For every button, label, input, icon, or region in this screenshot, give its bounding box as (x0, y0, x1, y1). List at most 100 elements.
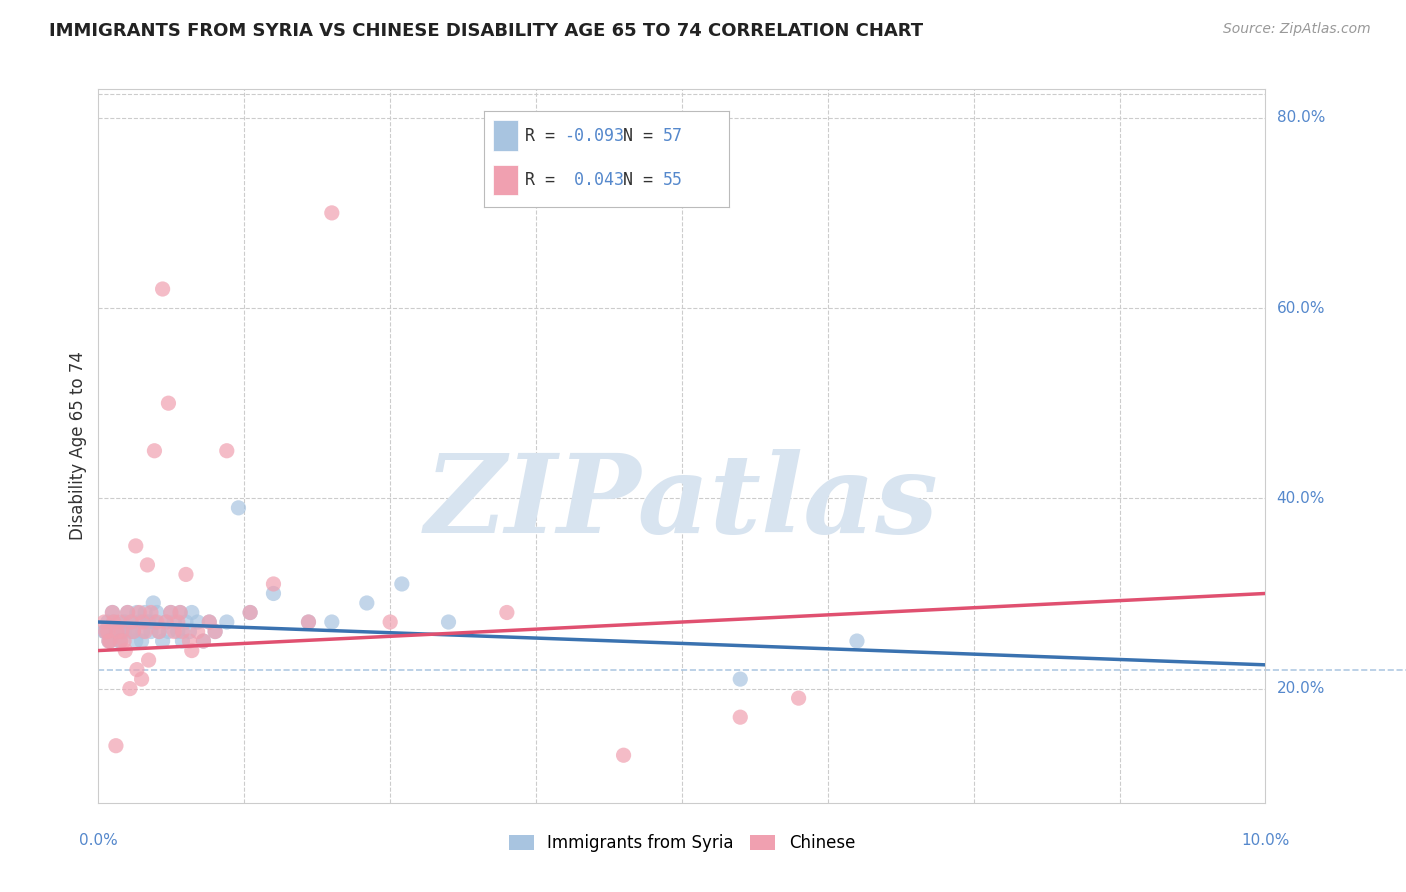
Text: IMMIGRANTS FROM SYRIA VS CHINESE DISABILITY AGE 65 TO 74 CORRELATION CHART: IMMIGRANTS FROM SYRIA VS CHINESE DISABIL… (49, 22, 924, 40)
Point (846, 634, 869, 648)
Point (174, 567, 197, 582)
Text: 20.0%: 20.0% (1277, 681, 1324, 696)
Point (163, 615, 186, 629)
Point (139, 606, 162, 620)
Point (139, 624, 162, 639)
Point (166, 624, 188, 639)
Point (128, 606, 150, 620)
Point (134, 624, 156, 639)
Point (108, 615, 131, 629)
Point (391, 577, 413, 591)
Point (215, 615, 238, 629)
Point (730, 710, 752, 724)
Point (132, 615, 155, 629)
Point (172, 624, 194, 639)
Text: 57: 57 (662, 127, 682, 145)
Point (356, 596, 378, 610)
Point (148, 624, 170, 639)
Point (98, 634, 121, 648)
Point (730, 672, 752, 686)
Point (110, 634, 132, 648)
Text: N =: N = (623, 127, 664, 145)
Point (120, 615, 142, 629)
Point (97, 624, 120, 639)
Point (94, 624, 117, 639)
Point (108, 634, 131, 648)
Point (239, 606, 262, 620)
Point (112, 624, 135, 639)
Point (157, 624, 180, 639)
Point (166, 615, 188, 629)
Point (111, 615, 134, 629)
Point (187, 615, 209, 629)
Point (125, 539, 148, 553)
Point (228, 500, 250, 515)
Point (613, 748, 636, 763)
Point (215, 443, 238, 458)
Point (179, 624, 201, 639)
Point (174, 615, 197, 629)
Point (125, 606, 148, 620)
Point (169, 606, 191, 620)
Text: 0.0%: 0.0% (79, 833, 118, 848)
Point (103, 615, 125, 629)
Point (97, 615, 120, 629)
Text: 0.043: 0.043 (564, 171, 624, 189)
Bar (494, 164, 517, 195)
Point (93, 615, 115, 629)
Point (142, 596, 165, 610)
Point (263, 577, 285, 591)
Point (118, 681, 141, 696)
Point (155, 615, 177, 629)
Point (114, 615, 136, 629)
Point (155, 615, 177, 629)
Point (321, 615, 343, 629)
Point (101, 606, 124, 620)
Point (204, 624, 226, 639)
Point (136, 615, 159, 629)
Point (128, 615, 150, 629)
Point (193, 634, 215, 648)
Point (122, 624, 145, 639)
Point (103, 615, 125, 629)
Point (787, 691, 810, 706)
Point (152, 634, 174, 648)
Point (104, 739, 127, 753)
Point (179, 634, 201, 648)
Point (143, 615, 166, 629)
Point (132, 624, 155, 639)
Point (172, 634, 194, 648)
Point (122, 624, 145, 639)
Point (187, 624, 209, 639)
Text: 60.0%: 60.0% (1277, 301, 1324, 316)
Point (131, 634, 153, 648)
Point (180, 643, 202, 657)
Point (297, 615, 319, 629)
Point (138, 653, 160, 667)
Text: 10.0%: 10.0% (1241, 833, 1289, 848)
Point (93, 624, 115, 639)
Point (97, 634, 120, 648)
Point (117, 606, 139, 620)
Point (157, 396, 180, 410)
Point (263, 586, 285, 600)
Point (105, 624, 128, 639)
Text: -0.093: -0.093 (564, 127, 624, 145)
Text: R =: R = (526, 171, 565, 189)
Point (112, 634, 135, 648)
Point (111, 624, 134, 639)
Bar (494, 120, 517, 151)
Point (98, 634, 121, 648)
Point (180, 606, 202, 620)
Point (204, 624, 226, 639)
Point (120, 615, 142, 629)
Point (105, 624, 128, 639)
Point (148, 624, 170, 639)
Point (146, 615, 169, 629)
Point (163, 624, 186, 639)
Point (117, 606, 139, 620)
Point (131, 672, 153, 686)
Point (159, 606, 181, 620)
Point (193, 634, 215, 648)
Point (143, 443, 166, 458)
